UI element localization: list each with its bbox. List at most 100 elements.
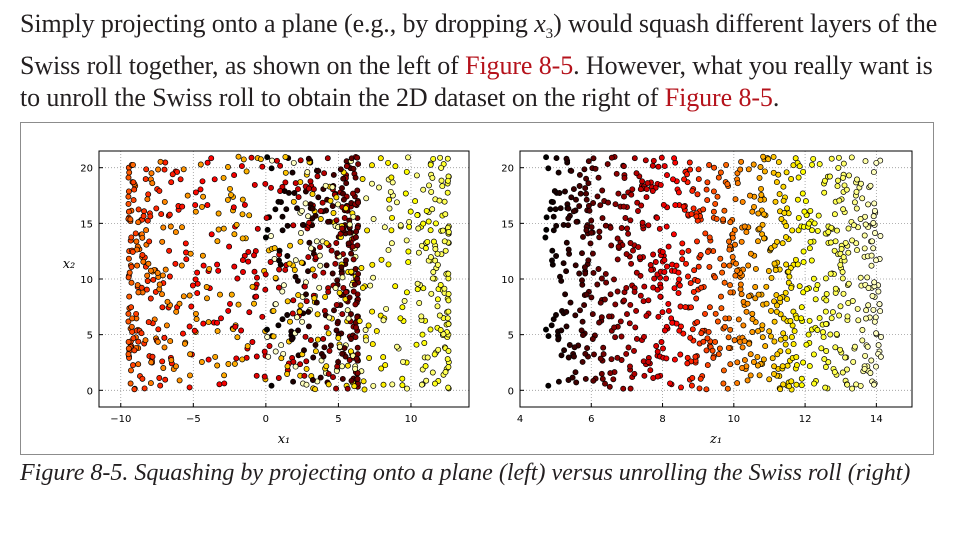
data-point — [849, 385, 856, 392]
para-part4: . — [772, 83, 780, 113]
data-point — [562, 291, 569, 298]
data-point — [771, 363, 778, 370]
data-point — [583, 196, 590, 203]
data-point — [343, 257, 349, 264]
data-point — [350, 256, 357, 263]
data-point — [642, 157, 649, 164]
figure-ref-link-1[interactable]: Figure 8-5 — [465, 51, 574, 81]
data-point — [790, 341, 797, 348]
data-point — [654, 348, 661, 355]
data-point — [606, 313, 612, 320]
data-point — [657, 181, 664, 188]
data-point — [800, 289, 807, 296]
data-point — [327, 197, 334, 204]
data-point — [706, 304, 713, 311]
data-point — [755, 210, 762, 217]
data-point — [177, 176, 184, 183]
data-point — [761, 211, 767, 218]
data-point — [799, 190, 806, 197]
data-point — [747, 372, 754, 379]
data-point — [747, 250, 754, 257]
data-point — [235, 301, 242, 308]
data-point — [127, 380, 134, 387]
data-point — [352, 266, 359, 272]
data-point — [752, 265, 759, 272]
data-point — [747, 351, 754, 358]
data-point — [425, 218, 432, 225]
data-point — [405, 154, 411, 161]
data-point — [388, 240, 395, 247]
data-point — [543, 326, 549, 333]
data-point — [199, 203, 205, 210]
data-point — [181, 340, 188, 347]
data-point — [292, 257, 299, 264]
data-point — [676, 282, 683, 289]
data-point — [661, 163, 668, 170]
data-point — [430, 238, 437, 245]
data-point — [157, 158, 164, 165]
data-point — [870, 213, 877, 220]
data-point — [445, 270, 452, 277]
data-point — [865, 201, 872, 208]
data-point — [156, 187, 163, 194]
figure-ref-link-2[interactable]: Figure 8-5 — [664, 83, 773, 113]
data-point — [754, 353, 761, 360]
data-point — [159, 304, 166, 311]
data-point — [647, 262, 654, 268]
data-point — [617, 318, 624, 325]
data-point — [262, 271, 269, 278]
data-point — [445, 348, 452, 354]
data-point — [788, 334, 795, 341]
data-point — [323, 363, 330, 370]
data-point — [863, 307, 870, 314]
data-point — [134, 282, 141, 289]
data-point — [715, 174, 722, 181]
data-point — [320, 335, 327, 342]
data-point — [363, 337, 370, 344]
data-point — [159, 272, 166, 279]
data-point — [877, 233, 884, 239]
data-point — [775, 159, 782, 166]
data-point — [591, 351, 597, 358]
data-point — [131, 186, 138, 193]
data-point — [599, 187, 606, 194]
data-point — [335, 335, 342, 341]
data-point — [650, 251, 657, 258]
x-tick-label: −5 — [186, 414, 201, 425]
data-point — [600, 351, 607, 358]
data-point — [325, 381, 332, 388]
data-point — [142, 337, 149, 344]
data-point — [689, 187, 696, 194]
data-point — [230, 204, 237, 211]
data-point — [340, 284, 347, 291]
data-point — [720, 262, 727, 269]
data-point — [339, 311, 346, 318]
data-point — [212, 353, 219, 360]
data-point — [689, 326, 696, 333]
data-point — [792, 155, 799, 162]
data-point — [772, 198, 779, 205]
data-point — [725, 344, 732, 351]
data-point — [245, 248, 252, 255]
data-point — [627, 217, 634, 224]
data-point — [583, 227, 590, 234]
data-point — [695, 263, 702, 270]
data-point — [341, 215, 348, 221]
data-point — [422, 363, 429, 370]
data-point — [607, 370, 614, 377]
data-point — [197, 186, 204, 193]
data-point — [429, 206, 436, 213]
data-point — [432, 380, 438, 387]
data-point — [582, 350, 589, 357]
data-point — [381, 224, 388, 231]
data-point — [303, 365, 310, 372]
data-point — [793, 381, 800, 388]
data-point — [602, 270, 609, 277]
data-point — [189, 282, 196, 289]
data-point — [765, 268, 772, 274]
data-point — [133, 310, 140, 317]
data-point — [317, 208, 324, 214]
data-point — [875, 342, 882, 349]
data-point — [366, 355, 373, 361]
data-point — [399, 304, 406, 311]
